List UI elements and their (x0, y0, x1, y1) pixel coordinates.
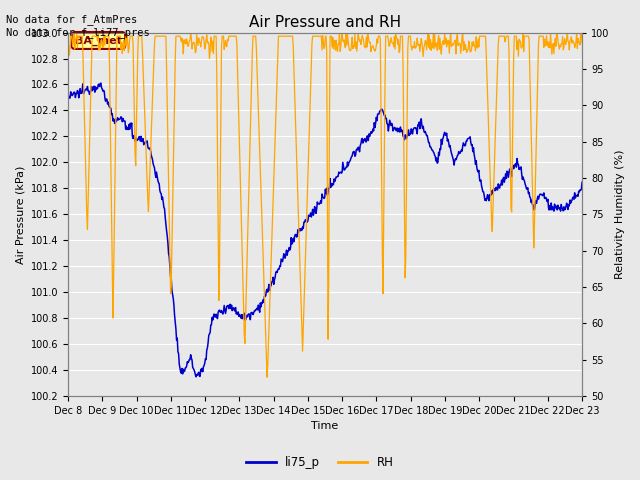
Text: No data for f_AtmPres
No data for f_li77_pres: No data for f_AtmPres No data for f_li77… (6, 14, 150, 38)
Legend: li75_p, RH: li75_p, RH (241, 452, 399, 474)
Title: Air Pressure and RH: Air Pressure and RH (249, 15, 401, 30)
Y-axis label: Relativity Humidity (%): Relativity Humidity (%) (615, 150, 625, 279)
X-axis label: Time: Time (312, 421, 339, 432)
Text: BA_met: BA_met (75, 36, 122, 46)
Y-axis label: Air Pressure (kPa): Air Pressure (kPa) (15, 165, 25, 264)
